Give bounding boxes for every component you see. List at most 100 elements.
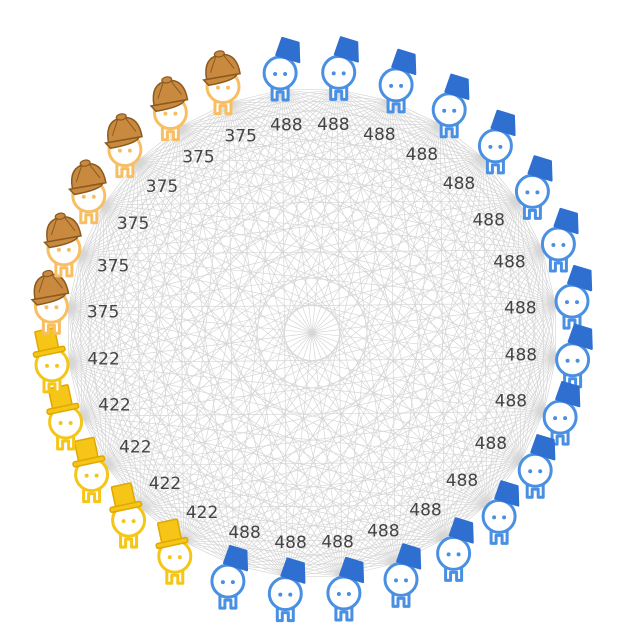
- connection-line: [67, 307, 141, 509]
- fez-hat-character-icon: [481, 480, 520, 545]
- connection-line: [136, 161, 556, 359]
- connection-line: [281, 89, 396, 564]
- connection-line: [179, 126, 343, 577]
- connection-line: [102, 204, 107, 466]
- connection-line: [341, 200, 519, 577]
- connection-line: [233, 504, 488, 566]
- connection-line: [183, 89, 283, 542]
- connection-line: [179, 88, 338, 128]
- connection-line: [390, 100, 556, 304]
- connection-line: [228, 102, 488, 505]
- connection-line: [228, 102, 543, 251]
- score-label: 488: [443, 174, 475, 194]
- connection-line: [233, 124, 441, 566]
- connection-line: [183, 541, 342, 577]
- top-hat-character-icon: [155, 518, 193, 585]
- deerstalker-hat-character-icon: [30, 269, 70, 335]
- connection-line: [79, 254, 445, 540]
- connection-line: [179, 126, 521, 462]
- connection-line: [542, 249, 545, 412]
- score-label: 422: [98, 395, 130, 415]
- connection-line: [136, 161, 521, 462]
- connection-line: [233, 89, 338, 566]
- connection-line: [336, 89, 445, 540]
- connection-line: [233, 200, 519, 566]
- connection-line: [68, 362, 234, 566]
- connection-line: [68, 362, 521, 462]
- score-label: 488: [493, 253, 525, 273]
- connection-line: [67, 161, 138, 309]
- connection-line: [136, 161, 543, 251]
- connection-line: [68, 302, 556, 309]
- connection-line: [105, 157, 484, 466]
- fez-hat-character-icon: [514, 155, 553, 220]
- fez-hat-character-icon: [267, 557, 306, 623]
- connection-line: [228, 102, 343, 577]
- connection-line: [79, 254, 396, 564]
- connection-line: [79, 200, 519, 255]
- score-label: 488: [475, 434, 507, 454]
- connection-line: [68, 307, 545, 412]
- deerstalker-hat-character-icon: [43, 212, 82, 278]
- connection-line: [68, 307, 343, 577]
- connection-line: [81, 204, 104, 417]
- connection-line: [179, 126, 484, 159]
- connection-line: [68, 249, 543, 309]
- connection-line: [179, 100, 391, 128]
- connection-line: [136, 157, 484, 162]
- connection-line: [81, 415, 234, 566]
- connection-line: [183, 249, 543, 542]
- connection-line: [81, 126, 180, 417]
- connection-line: [79, 254, 343, 577]
- fez-hat-character-icon: [321, 36, 359, 101]
- connection-line: [233, 563, 396, 566]
- connection-line: [103, 204, 396, 564]
- score-label: 488: [495, 391, 527, 411]
- connection-line: [390, 100, 396, 564]
- connection-line: [102, 204, 234, 566]
- connection-line: [81, 200, 519, 417]
- score-label: 488: [321, 532, 353, 552]
- connection-line: [79, 254, 288, 577]
- connection-line: [68, 362, 184, 542]
- connection-line: [103, 204, 556, 359]
- connection-line: [68, 126, 180, 364]
- connection-line: [140, 89, 338, 509]
- connection-line: [136, 100, 391, 162]
- fez-hat-character-icon: [555, 323, 593, 389]
- connection-line: [103, 204, 445, 540]
- connection-line: [68, 200, 519, 309]
- fez-hat-character-icon: [262, 36, 301, 102]
- connection-line: [103, 204, 545, 412]
- fez-hat-character-icon: [540, 207, 579, 273]
- connection-line: [67, 307, 70, 363]
- connection-line: [140, 460, 521, 509]
- connection-line: [81, 161, 138, 417]
- deerstalker-hat-character-icon: [104, 113, 143, 179]
- connection-line: [228, 102, 441, 125]
- connection-line: [68, 126, 180, 309]
- connection-line: [228, 102, 545, 412]
- connection-line: [286, 100, 391, 577]
- connection-line: [179, 126, 519, 201]
- connection-line: [282, 89, 441, 125]
- connection-line: [286, 249, 543, 577]
- connection-line: [68, 161, 138, 364]
- score-label: 422: [87, 350, 119, 370]
- fez-hat-character-icon: [517, 434, 556, 499]
- connection-line: [68, 123, 441, 309]
- connection-line: [68, 157, 484, 364]
- score-labels: 488 488 4884884884884884884884884884884884…: [87, 115, 537, 553]
- connection-line: [336, 89, 543, 251]
- connection-line: [68, 362, 488, 505]
- connection-line: [102, 204, 288, 577]
- connection-line: [183, 102, 230, 542]
- connection-line: [67, 307, 185, 542]
- connection-line: [68, 357, 556, 364]
- connection-line: [486, 249, 543, 505]
- connection-line: [390, 100, 519, 201]
- connection-line: [228, 102, 556, 304]
- connection-line: [228, 102, 519, 201]
- connection-line: [179, 126, 185, 542]
